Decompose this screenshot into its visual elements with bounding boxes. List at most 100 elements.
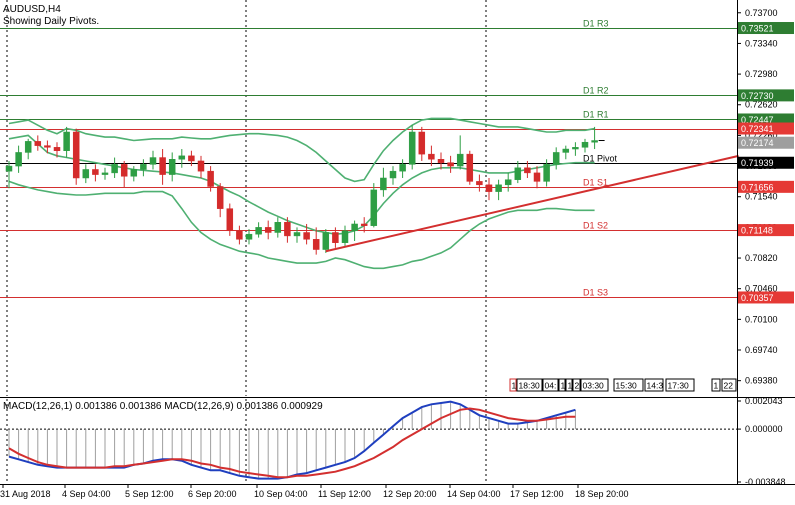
chart-subtitle: Showing Daily Pivots. (3, 16, 99, 27)
timeline-box-label[interactable]: 1 (512, 381, 517, 391)
pivot-price-tag-bg (738, 291, 794, 304)
pivot-label: D1 S2 (583, 221, 608, 231)
pivot-label: D1 S1 (583, 178, 608, 188)
pivot-label: D1 R3 (583, 19, 609, 29)
trendline[interactable] (325, 154, 739, 253)
candle-body (322, 232, 330, 250)
candle-body (341, 230, 349, 243)
timeline-box-label[interactable]: 1 (561, 381, 566, 391)
candle-body (130, 169, 138, 177)
candlestick-series[interactable] (5, 125, 605, 255)
timeline-box-label[interactable]: 1 (714, 381, 719, 391)
timeline-box[interactable] (565, 378, 573, 392)
macd-tick-label: 0.000000 (745, 424, 783, 434)
time-tick-label: 18 Sep 20:00 (575, 489, 629, 499)
pivot-label: D1 S3 (583, 288, 608, 298)
candle-body (15, 152, 22, 167)
candle-body (399, 164, 406, 172)
macd-label: MACD(12,26,1) 0.001386 0.001386 MACD(12,… (3, 401, 323, 412)
timeline-box[interactable] (542, 378, 559, 392)
candle-body (63, 131, 70, 151)
candle-body (274, 222, 282, 233)
candle-body (34, 141, 42, 146)
chart-symbol-title: AUDUSD,H4 (3, 4, 61, 15)
price-tick-label: 0.73340 (745, 38, 778, 48)
price-tick-label: 0.69740 (745, 345, 778, 355)
candle-body (495, 184, 502, 192)
candle-body (197, 160, 205, 172)
price-tick-label: 0.70820 (745, 253, 778, 263)
pivot-price-tag: 0.71148 (741, 226, 773, 236)
price-tick-label: 0.70100 (745, 314, 778, 324)
candle-body (572, 147, 579, 150)
candle-body (24, 141, 32, 153)
time-tick-label: 10 Sep 04:00 (254, 489, 308, 499)
timeline-box-label[interactable]: 1 (568, 381, 573, 391)
candle-body (44, 145, 51, 148)
candle-body (533, 172, 541, 182)
candle-body (418, 131, 426, 155)
timeline-box-label[interactable]: 2 (575, 381, 580, 391)
candle-body (370, 189, 378, 226)
candle-body (524, 167, 531, 174)
pivot-label: D1 Pivot (583, 154, 618, 164)
timeline-box[interactable] (665, 378, 695, 392)
candle-body (159, 157, 166, 175)
candle-body (543, 164, 550, 182)
resistance-price-tag-bg (738, 122, 794, 135)
pivot-price-tag: 0.73521 (741, 24, 774, 34)
timeline-box-label[interactable]: 04: (545, 381, 557, 391)
macd-signal-line (8, 407, 576, 479)
candle-body (82, 169, 90, 179)
candle-body (111, 164, 118, 174)
candle-body (149, 157, 157, 165)
time-tick-label: 17 Sep 12:00 (510, 489, 564, 499)
candle-body (226, 208, 234, 232)
candle-body (408, 131, 416, 165)
candle-body (552, 152, 560, 165)
macd-tick-label: -0.003848 (745, 477, 786, 487)
timeline-box[interactable] (721, 378, 737, 392)
timeline-box[interactable] (644, 378, 664, 392)
timeline-box-label[interactable]: 15:30 (616, 381, 638, 391)
candle-body (428, 153, 435, 160)
candle-body (562, 148, 570, 153)
macd-tick-label: 0.002043 (745, 396, 783, 406)
candle-body (207, 170, 214, 187)
candle-body (101, 172, 109, 175)
timeline-box[interactable] (572, 378, 581, 392)
price-tick-label: 0.69380 (745, 376, 778, 386)
candle-body (447, 162, 454, 167)
bollinger-upper-band (8, 117, 595, 183)
timeline-box-label[interactable]: 14:3 (647, 381, 664, 391)
candle-body (389, 170, 397, 179)
timeline-box-label[interactable]: 03:30 (583, 381, 605, 391)
timeline-box[interactable] (558, 378, 566, 392)
timeline-box-label[interactable]: 22 (724, 381, 734, 391)
trendline-support[interactable] (325, 154, 739, 253)
timeline-box[interactable] (509, 378, 517, 392)
candle-body (216, 186, 224, 209)
time-tick-label: 4 Sep 04:00 (62, 489, 111, 499)
timeline-box-label[interactable]: 17:30 (668, 381, 690, 391)
pivot-price-tag: 0.72447 (741, 115, 774, 125)
bollinger-lower-band (8, 180, 595, 270)
pivot-price-tag: 0.71656 (741, 182, 774, 192)
timeline-box[interactable] (516, 378, 543, 392)
timeline-box[interactable] (580, 378, 609, 392)
timeline-box[interactable] (613, 378, 644, 392)
candle-body (92, 169, 99, 175)
pivot-price-tag-bg (738, 224, 794, 237)
pivot-price-tag: 0.72730 (741, 91, 774, 101)
pivot-price-tag: 0.71939 (741, 158, 774, 168)
time-tick-label: 14 Sep 04:00 (447, 489, 501, 499)
pivot-price-tag: 0.70357 (741, 293, 774, 303)
timeline-box[interactable] (711, 378, 721, 392)
price-tick-label: 0.72980 (745, 69, 778, 79)
pivot-price-tag-bg (738, 180, 794, 193)
candle-body (380, 177, 387, 191)
timeline-box-label[interactable]: 18:30 (519, 381, 541, 391)
candle-body (120, 164, 128, 177)
price-tick-label: 0.71540 (745, 192, 778, 202)
